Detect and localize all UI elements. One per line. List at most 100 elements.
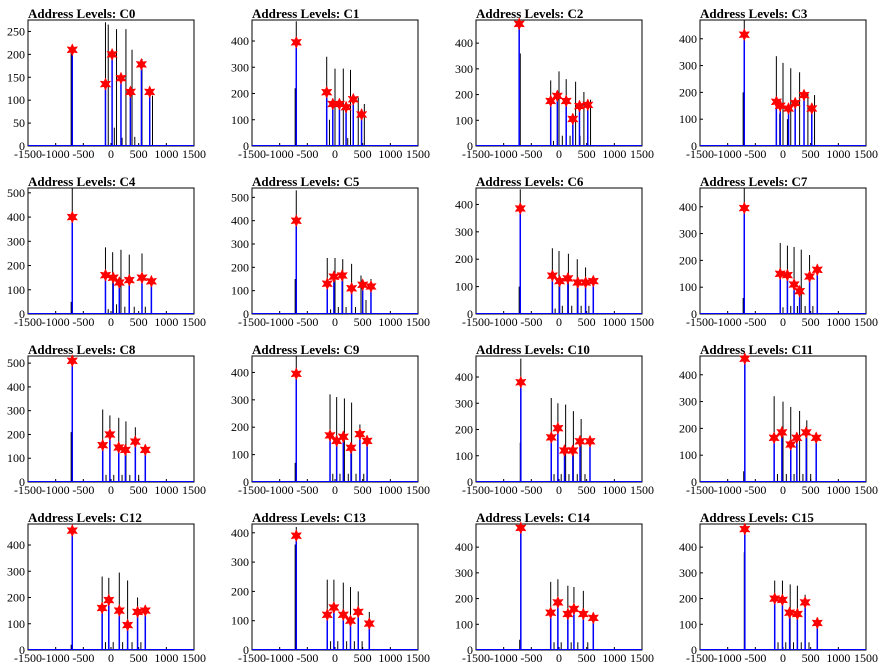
y-tick-label: 200	[679, 592, 697, 606]
axes-frame	[475, 523, 643, 651]
y-tick-label: 400	[679, 200, 697, 214]
y-tick-label: 0	[691, 139, 697, 153]
peak-marker	[104, 427, 116, 442]
peak-marker	[337, 430, 350, 444]
peak-marker	[99, 268, 112, 282]
x-tick-label: -500	[744, 315, 766, 329]
x-tick-label: -1000	[266, 147, 294, 161]
peak-marker	[776, 425, 788, 440]
peak-marker	[123, 273, 136, 287]
x-tick-label: 500	[578, 147, 596, 161]
x-tick-label: 0	[780, 483, 786, 497]
y-tick-label: 500	[231, 190, 249, 204]
x-tick-label: -500	[296, 147, 318, 161]
peak-marker	[567, 443, 579, 458]
x-tick-label: -1000	[490, 147, 518, 161]
y-tick-label: 0	[467, 307, 473, 321]
y-tick-label: 300	[679, 59, 697, 73]
peak-marker	[545, 430, 557, 445]
x-tick-label: -1500	[686, 315, 714, 329]
peak-marker	[738, 201, 751, 215]
x-tick-label: -1000	[266, 483, 294, 497]
y-tick-label: 0	[243, 139, 249, 153]
y-tick-label: 0	[467, 643, 473, 657]
x-tick-label: 500	[130, 651, 148, 665]
peak-marker	[515, 521, 527, 535]
y-tick-label: 400	[455, 197, 473, 211]
peak-marker	[811, 616, 824, 630]
x-tick-label: -1000	[714, 651, 742, 665]
peak-marker	[106, 47, 118, 62]
y-tick-label: 300	[455, 62, 473, 76]
x-tick-label: -1500	[14, 315, 42, 329]
subplot-title: Address Levels: C7	[700, 174, 808, 189]
peak-marker	[129, 434, 142, 449]
subplot-title: Address Levels: C13	[252, 510, 366, 525]
y-tick-label: 200	[7, 47, 25, 61]
x-tick-label: 500	[578, 315, 596, 329]
x-tick-label: -1000	[42, 315, 70, 329]
y-tick-label: 0	[19, 139, 25, 153]
x-tick-label: 0	[332, 483, 338, 497]
y-tick-label: 200	[455, 423, 473, 437]
peak-marker	[552, 421, 564, 435]
y-tick-label: 200	[455, 592, 473, 606]
peak-marker	[340, 100, 352, 114]
peak-marker	[738, 28, 751, 42]
peak-marker	[66, 523, 79, 538]
x-tick-label: 500	[802, 651, 820, 665]
x-tick-label: 1500	[630, 315, 654, 329]
peak-marker	[546, 269, 559, 283]
subplot-title: Address Levels: C11	[700, 342, 813, 357]
peak-marker	[739, 352, 751, 366]
x-tick-label: -1500	[14, 147, 42, 161]
subplot-10: Address Levels: C10 0 100 200 300 400 -1500 -10…	[455, 342, 654, 497]
x-tick-label: 1000	[154, 315, 178, 329]
x-tick-label: -500	[296, 651, 318, 665]
peak-marker	[290, 214, 303, 228]
peak-marker	[352, 605, 364, 619]
peak-marker	[139, 603, 152, 618]
x-tick-label: -500	[744, 147, 766, 161]
peak-marker	[145, 274, 158, 288]
y-tick-label: 100	[231, 284, 249, 298]
x-tick-label: 0	[108, 483, 114, 497]
y-tick-label: 100	[231, 448, 249, 462]
y-tick-label: 300	[679, 227, 697, 241]
subplot-title: Address Levels: C1	[252, 6, 359, 21]
x-tick-label: 1000	[154, 483, 178, 497]
peak-marker	[572, 275, 584, 290]
subplot-9: Address Levels: C9 0 100 200 300 400 -1500 -100…	[231, 342, 430, 497]
x-tick-label: 0	[780, 651, 786, 665]
peak-marker	[328, 600, 340, 615]
x-tick-label: 1000	[602, 483, 626, 497]
x-tick-label: 500	[130, 147, 148, 161]
x-tick-label: 1500	[630, 483, 654, 497]
x-tick-label: -1000	[266, 315, 294, 329]
x-tick-label: 1000	[826, 147, 850, 161]
y-tick-label: 100	[7, 617, 25, 631]
subplot-title: Address Levels: C5	[252, 174, 360, 189]
subplot-8: Address Levels: C80100200300400500-1500-…	[7, 342, 206, 497]
x-tick-label: 500	[130, 315, 148, 329]
x-tick-label: 1000	[378, 483, 402, 497]
subplot-5: Address Levels: C50100200300400500-1500-…	[231, 174, 430, 329]
x-tick-label: -1000	[714, 147, 742, 161]
x-tick-label: -1000	[42, 483, 70, 497]
x-tick-label: 1500	[854, 483, 878, 497]
x-tick-label: 1000	[154, 651, 178, 665]
x-tick-label: -500	[296, 483, 318, 497]
x-tick-label: -500	[520, 651, 542, 665]
x-tick-label: 0	[556, 483, 562, 497]
y-tick-label: 400	[455, 370, 473, 384]
peak-marker	[811, 263, 824, 277]
peak-marker	[567, 112, 579, 126]
x-tick-label: 0	[108, 315, 114, 329]
x-tick-label: -500	[520, 483, 542, 497]
x-tick-label: -500	[744, 651, 766, 665]
y-tick-label: 200	[679, 85, 697, 99]
x-tick-label: 500	[354, 315, 372, 329]
y-tick-label: 100	[231, 113, 249, 127]
y-tick-label: 200	[231, 420, 249, 434]
peak-marker	[344, 614, 357, 628]
